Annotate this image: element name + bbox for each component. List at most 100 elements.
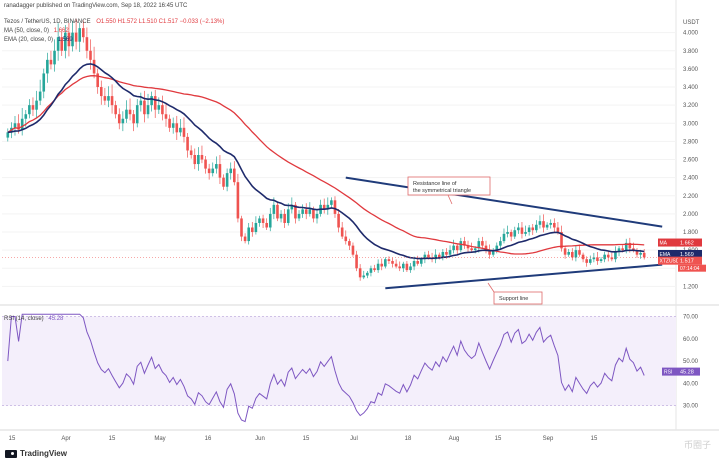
ma-legend-value: 1.662 <box>53 28 69 34</box>
price-tick-label: 2.200 <box>683 194 699 200</box>
candle-body <box>531 227 535 231</box>
candle-body <box>139 100 143 106</box>
candle-body <box>405 263 409 271</box>
price-tick-label: 2.800 <box>683 139 699 145</box>
candle-body <box>171 123 175 128</box>
candle-body <box>24 114 28 119</box>
candle-body <box>207 168 211 174</box>
candle-body <box>218 164 222 178</box>
candle-body <box>362 275 366 278</box>
candle-body <box>603 254 606 260</box>
candle-body <box>599 259 603 262</box>
price-tick-label: 2.600 <box>683 158 699 164</box>
candle-body <box>337 213 340 228</box>
candle-body <box>96 73 99 88</box>
candle-body <box>268 213 272 228</box>
rsi-tick-label: 70.00 <box>683 314 699 320</box>
symbol-name: Tezos / TetherUS, 1D, BINANCE <box>4 19 91 25</box>
candle-body <box>610 257 614 260</box>
candle-body <box>168 118 171 128</box>
candle-body <box>128 109 132 115</box>
ma-legend[interactable]: MA (50, close, 0) 1.662 <box>4 28 69 34</box>
candle-body <box>189 150 193 155</box>
ma-line <box>7 75 645 255</box>
candle-body <box>538 221 542 225</box>
candle-body <box>581 254 585 260</box>
candle-body <box>437 254 441 258</box>
candle-body <box>570 251 574 258</box>
candle-body <box>211 168 215 174</box>
candle-body <box>28 105 31 115</box>
candle-body <box>240 218 243 237</box>
candle-body <box>67 32 71 47</box>
candle-body <box>60 37 64 51</box>
time-tick-label: 15 <box>9 436 16 442</box>
attribution-text: ranadagger published on TradingView.com,… <box>4 3 188 9</box>
candle-body <box>114 105 117 115</box>
price-label-name: XTZUSDT <box>660 259 683 265</box>
candle-body <box>380 263 384 267</box>
candle-body <box>624 242 628 251</box>
candle-body <box>466 245 470 249</box>
candle-body <box>82 28 85 38</box>
candle-body <box>117 114 121 124</box>
symbol-line: Tezos / TetherUS, 1D, BINANCE O1.550 H1.… <box>4 19 224 25</box>
candle-body <box>409 266 412 271</box>
candle-body <box>506 232 509 234</box>
time-tick-label: 18 <box>405 436 412 442</box>
watermark-text: 币圈子 <box>683 440 711 450</box>
candle-body <box>179 127 182 133</box>
candle-body <box>49 59 53 65</box>
candle-body <box>71 32 74 47</box>
time-tick-label: May <box>154 436 165 442</box>
time-tick-label: 15 <box>109 436 116 442</box>
candle-body <box>344 236 348 242</box>
rsi-legend[interactable]: RSI (14, close) 45.28 <box>4 316 63 322</box>
ma-legend-label: MA (50, close, 0) <box>4 28 50 34</box>
ema-legend[interactable]: EMA (20, close, 0) 1.569 <box>4 37 73 43</box>
price-label-value: 1.569 <box>680 252 694 258</box>
candle-body <box>578 250 581 255</box>
price-label-box <box>678 256 702 265</box>
candle-body <box>286 209 290 223</box>
candle-body <box>394 263 398 267</box>
candle-body <box>340 227 344 237</box>
candle-body <box>412 261 416 267</box>
candle-body <box>222 177 225 187</box>
time-tick-label: 15 <box>495 436 502 442</box>
tradingview-logo[interactable]: TradingView <box>5 449 67 458</box>
time-tick-label: 15 <box>303 436 310 442</box>
price-label-value: 1.517 <box>680 259 694 265</box>
candle-body <box>326 204 330 210</box>
price-label-value: 1.662 <box>680 241 694 247</box>
candle-body <box>215 164 218 169</box>
candle-body <box>301 209 304 214</box>
candle-body <box>628 242 632 249</box>
time-tick-label: Aug <box>449 436 460 442</box>
price-label-box <box>678 249 702 258</box>
candle-body <box>473 248 477 251</box>
candle-body <box>560 232 563 249</box>
candle-body <box>585 259 588 263</box>
candle-body <box>556 227 560 233</box>
candle-body <box>517 227 520 231</box>
candle-body <box>402 263 405 269</box>
candle-body <box>78 28 82 42</box>
candle-body <box>312 209 315 219</box>
candle-body <box>157 105 161 110</box>
candle-body <box>92 59 96 74</box>
price-label-box <box>678 238 702 247</box>
tradingview-brand: TradingView <box>20 449 67 458</box>
candle-body <box>499 241 502 246</box>
candle-body <box>6 132 10 138</box>
candle-body <box>186 136 189 151</box>
candle-body <box>261 218 265 223</box>
candle-body <box>351 245 355 255</box>
candle-body <box>524 232 527 234</box>
candle-body <box>398 266 402 269</box>
candle-body <box>509 232 513 237</box>
candle-body <box>107 96 110 101</box>
candle-body <box>85 37 89 51</box>
candle-body <box>455 245 459 251</box>
